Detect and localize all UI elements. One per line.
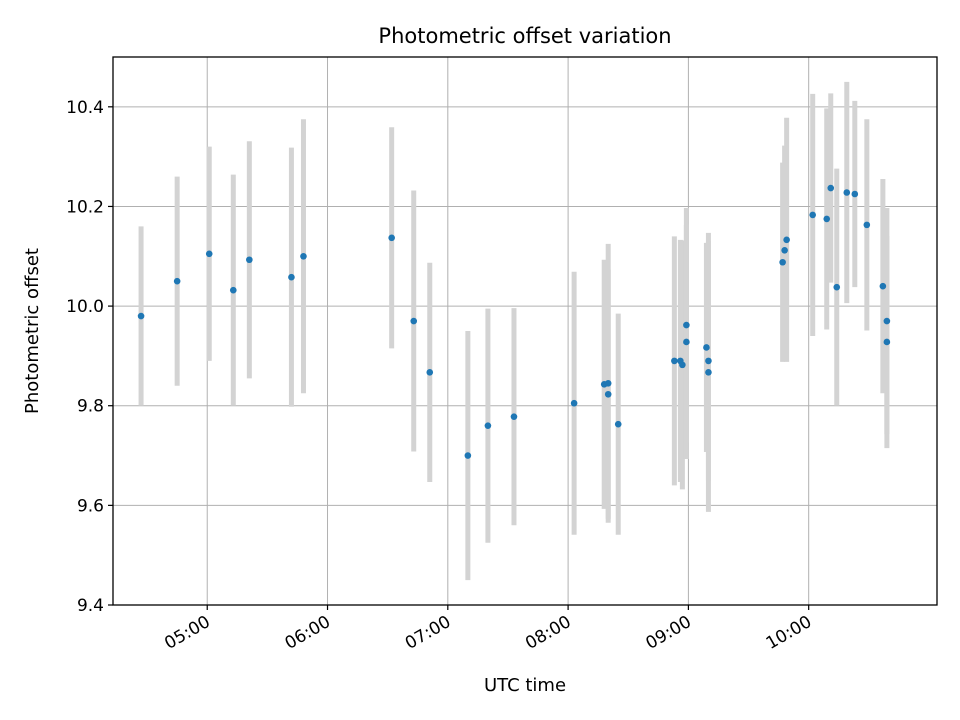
- data-point: [570, 399, 578, 407]
- data-point: [484, 422, 492, 429]
- data-point: [809, 211, 816, 219]
- data-point: [705, 369, 712, 376]
- data-point: [288, 273, 295, 281]
- data-point: [679, 361, 686, 369]
- y-tick-label: 10.4: [66, 98, 104, 118]
- data-point: [863, 221, 871, 229]
- data-points: [137, 184, 891, 459]
- data-point: [410, 317, 418, 325]
- y-tick-label: 9.8: [77, 397, 104, 417]
- data-point: [604, 390, 612, 398]
- data-point: [883, 317, 891, 325]
- data-point: [205, 250, 213, 258]
- x-axis-label: UTC time: [484, 675, 566, 696]
- data-point: [683, 321, 690, 329]
- data-point: [851, 190, 859, 198]
- data-point: [229, 286, 237, 294]
- plot-frame: [112, 56, 938, 606]
- data-point: [510, 413, 518, 420]
- data-point: [705, 357, 712, 365]
- data-point: [614, 420, 622, 428]
- data-point: [671, 357, 678, 365]
- data-point: [823, 215, 831, 223]
- data-point: [879, 282, 887, 290]
- data-point: [173, 277, 181, 285]
- data-point: [246, 256, 253, 264]
- data-point: [827, 184, 835, 192]
- y-tick-label: 10.2: [66, 197, 104, 217]
- y-tick-label: 10.0: [66, 297, 104, 317]
- data-point: [388, 234, 395, 242]
- chart-title: Photometric offset variation: [378, 24, 671, 48]
- y-tick-label: 9.6: [77, 496, 104, 516]
- data-point: [703, 344, 710, 351]
- y-axis-label: Photometric offset: [22, 248, 43, 414]
- data-point: [833, 283, 841, 291]
- y-axis: 9.4 9.6 9.8 10.0 10.2 10.4: [66, 98, 113, 616]
- data-point: [683, 338, 690, 346]
- y-tick-label: 9.4: [77, 596, 104, 616]
- data-point: [781, 246, 788, 254]
- data-point: [300, 252, 307, 260]
- data-point: [779, 258, 786, 266]
- data-point: [783, 236, 790, 244]
- data-point: [137, 312, 145, 320]
- data-point: [464, 452, 472, 459]
- data-point: [883, 338, 891, 346]
- data-point: [604, 380, 612, 387]
- data-point: [426, 369, 434, 376]
- data-point: [843, 189, 851, 196]
